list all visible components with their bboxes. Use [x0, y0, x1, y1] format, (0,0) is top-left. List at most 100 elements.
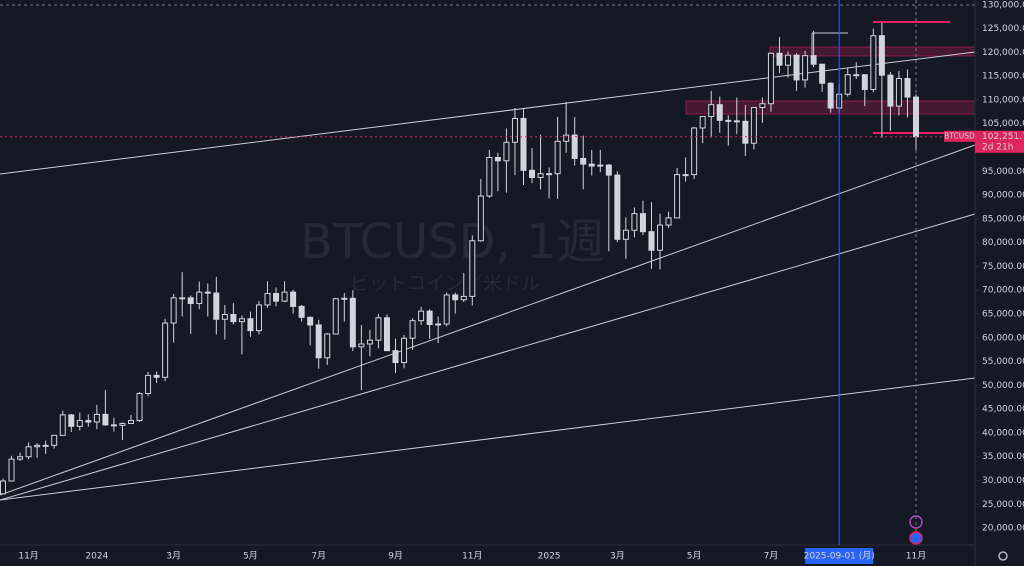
candle-body [546, 173, 553, 176]
candle-body [605, 164, 612, 176]
candle-body [281, 291, 288, 302]
candle-body [332, 298, 339, 335]
candle-body [409, 320, 416, 339]
candle-body [25, 446, 32, 458]
candle-body [349, 297, 356, 348]
candle-body [529, 169, 536, 178]
x-tick-label: 3月 [166, 551, 181, 562]
watermark-subtitle: ビットコイン／米ドル [350, 273, 540, 295]
candle-body [17, 456, 24, 460]
x-tick-label: 5月 [243, 551, 258, 562]
y-tick-label: 35,000.00 [982, 452, 1024, 462]
candle-body [443, 294, 450, 325]
candle-body [418, 310, 425, 322]
candle-body [426, 310, 433, 325]
y-tick-label: 125,000.00 [982, 24, 1024, 34]
y-tick-label: 105,000.00 [982, 119, 1024, 129]
watermark-title: BTCUSD, 1週 [300, 214, 605, 270]
candle-body [110, 424, 117, 427]
candle-body [776, 52, 783, 66]
y-tick-label: 130,000.00 [982, 0, 1024, 10]
candle-body [597, 164, 604, 167]
x-tick-highlight [805, 548, 874, 564]
candle-body [204, 291, 211, 294]
y-tick-label: 120,000.00 [982, 48, 1024, 58]
candle-body [460, 295, 467, 301]
candle-body [85, 420, 92, 423]
y-tick-label: 115,000.00 [982, 72, 1024, 82]
x-tick-label: 7月 [764, 551, 779, 562]
candle-body [742, 120, 749, 144]
y-tick-label: 25,000.00 [982, 500, 1024, 510]
trendline[interactable] [0, 144, 976, 496]
price-label: 102,251.71 [982, 132, 1024, 142]
y-tick-label: 80,000.00 [982, 238, 1024, 248]
candle-body [247, 318, 254, 332]
candle-body [887, 74, 894, 107]
candle-body [699, 116, 706, 129]
candle-body [665, 217, 672, 226]
symbol-label: BTCUSD [944, 131, 975, 140]
y-tick-label: 30,000.00 [982, 476, 1024, 486]
x-tick-label: 11月 [18, 551, 38, 562]
candle-body [494, 156, 501, 162]
candle-body [255, 304, 262, 332]
settings-icon[interactable] [998, 551, 1008, 561]
candle-body [913, 96, 919, 138]
y-tick-label: 70,000.00 [982, 286, 1024, 296]
candle-body [290, 291, 297, 307]
candle-body [588, 163, 595, 167]
candle-body [375, 317, 382, 341]
candle-body [8, 458, 15, 482]
candle-body [819, 63, 826, 84]
candle-body [657, 224, 664, 251]
y-tick-label: 60,000.00 [982, 333, 1024, 343]
candle-body [153, 374, 160, 378]
candle-body [59, 414, 66, 436]
candle-body [580, 157, 587, 165]
candle-body [827, 82, 834, 109]
candle-body [383, 317, 390, 352]
trendline[interactable] [0, 377, 976, 501]
candle-body [366, 339, 373, 345]
candle-body [230, 313, 237, 323]
candle-body [358, 343, 365, 348]
x-tick-label: 2025 [538, 552, 561, 562]
candle-body [179, 297, 186, 300]
candle-body [511, 117, 518, 143]
candle-body [614, 174, 621, 240]
plot [0, 22, 919, 495]
y-tick-label: 65,000.00 [982, 310, 1024, 320]
candle-body [435, 323, 442, 326]
trendline[interactable] [0, 213, 976, 501]
candle-body [767, 52, 774, 105]
y-tick-label: 50,000.00 [982, 381, 1024, 391]
candle-body [264, 293, 271, 306]
event-icon[interactable] [909, 531, 923, 545]
candle-body [708, 104, 715, 118]
candle-body [648, 231, 655, 251]
y-tick-label: 40,000.00 [982, 428, 1024, 438]
candle-body [213, 292, 220, 320]
y-tick-label: 85,000.00 [982, 214, 1024, 224]
x-tick-label: 9月 [388, 551, 403, 562]
candle-body [759, 103, 766, 109]
y-tick-label: 75,000.00 [982, 262, 1024, 272]
candle-body [554, 140, 561, 175]
candle-body [793, 54, 800, 81]
candle-body [42, 444, 49, 447]
price-tag [975, 130, 1024, 153]
candle-body [691, 127, 698, 176]
trendline[interactable] [0, 51, 976, 175]
candle-body [273, 293, 280, 302]
y-tick-label: 90,000.00 [982, 191, 1024, 201]
candle-body [895, 78, 902, 107]
candle-body [639, 213, 646, 233]
event-icon[interactable] [909, 515, 923, 529]
candle-body [76, 420, 83, 427]
candle-body [716, 104, 723, 121]
candle-body [162, 322, 169, 378]
candle-body [452, 294, 459, 301]
candle-body [750, 107, 757, 144]
candle-body [145, 374, 152, 394]
